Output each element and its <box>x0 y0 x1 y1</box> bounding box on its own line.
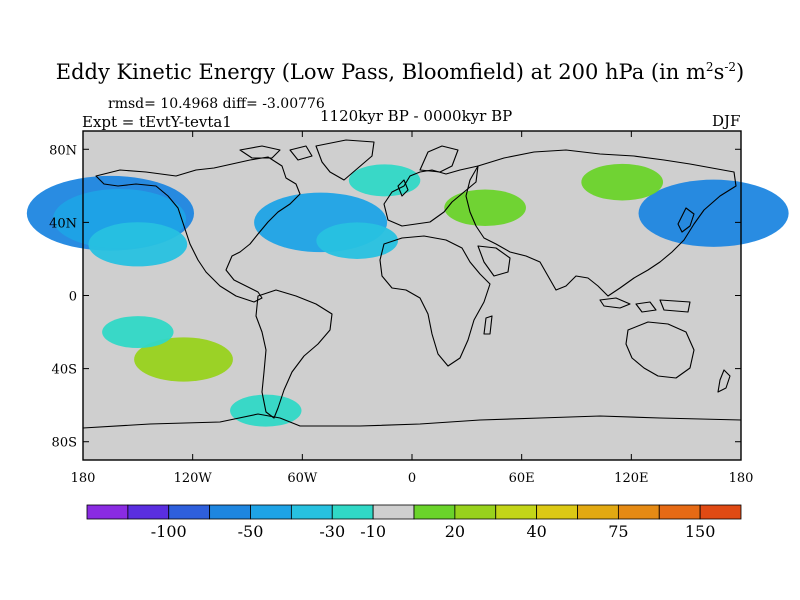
anomaly-blob <box>581 163 664 201</box>
coast-greenland <box>315 139 375 181</box>
colorbar-swatch <box>536 504 578 520</box>
x-tick-label: 0 <box>408 471 416 486</box>
colorbar-swatch <box>168 504 211 520</box>
colorbar-swatch <box>127 504 170 520</box>
coast-north-america <box>95 156 301 303</box>
colorbar-label: -10 <box>360 522 386 541</box>
colorbar-label: -100 <box>151 522 187 541</box>
coast-asia <box>465 149 737 297</box>
coast-australia <box>625 321 695 379</box>
period-label: 1120kyr BP - 0000kyr BP <box>320 107 513 125</box>
x-tick-label: 180 <box>729 471 754 486</box>
colorbar-swatch <box>617 504 660 520</box>
colorbar-swatch <box>250 504 292 520</box>
coast-british-isles <box>397 179 409 197</box>
x-tick-label: 120W <box>174 471 213 486</box>
coast-scandinavia <box>419 145 459 173</box>
y-tick-label: 40S <box>52 363 77 378</box>
colorbar-label: 150 <box>685 522 716 541</box>
coast-antarctica <box>82 413 742 429</box>
anomaly-blob <box>88 222 188 267</box>
coast-africa <box>379 235 491 367</box>
anomaly-blob <box>102 316 174 349</box>
coast-new-zealand <box>717 369 731 393</box>
coast-arabia <box>477 245 511 277</box>
colorbar-swatch <box>290 504 333 520</box>
y-axis: 80N 40N 0 40S 80S <box>49 143 741 451</box>
colorbar-swatch <box>495 504 538 520</box>
y-tick-label: 80S <box>52 436 77 451</box>
coastlines <box>82 139 742 429</box>
x-tick-label: 120E <box>614 471 648 486</box>
x-axis: 180 120W 60W 0 60E 120E 180 <box>71 131 754 486</box>
x-tick-label: 60E <box>509 471 535 486</box>
season-label: DJF <box>712 112 741 130</box>
colorbar-swatch <box>209 504 251 520</box>
experiment-label: Expt = tEvtY-tevta1 <box>82 113 232 131</box>
colorbar-label: 40 <box>526 522 546 541</box>
anomaly-blob <box>638 179 789 247</box>
colorbar-label: 20 <box>445 522 465 541</box>
coast-europe <box>383 165 479 227</box>
anomaly-blob <box>348 164 421 197</box>
colorbar-swatch <box>413 504 456 520</box>
colorbar-label: -30 <box>319 522 345 541</box>
colorbar-swatch <box>699 504 742 520</box>
map-panel: 180 120W 60W 0 60E 120E 180 80N 40N 0 40S 80S <box>26 130 789 486</box>
anomaly-blob <box>134 337 233 382</box>
y-tick-label: 80N <box>49 143 77 158</box>
anomaly-blob <box>316 222 399 259</box>
colorbar-swatch <box>454 504 497 520</box>
coast-south-america <box>255 289 333 419</box>
stats-label: rmsd= 10.4968 diff= -3.00776 <box>108 96 325 112</box>
coast-arctic-islands <box>239 145 313 161</box>
colorbar-swatch <box>331 504 374 520</box>
colorbar: -100 -50 -30 -10 20 40 75 150 <box>86 504 742 541</box>
anomaly-layer <box>26 163 789 427</box>
anomaly-blob <box>444 189 526 227</box>
coast-madagascar <box>483 315 493 335</box>
colorbar-label: -50 <box>238 522 264 541</box>
coast-indonesia <box>599 297 691 313</box>
x-tick-label: 180 <box>71 471 96 486</box>
colorbar-swatch <box>372 504 415 520</box>
colorbar-swatch <box>577 504 619 520</box>
chart-title: Eddy Kinetic Energy (Low Pass, Bloomfiel… <box>55 60 745 84</box>
colorbar-swatch <box>86 504 129 520</box>
colorbar-swatch <box>658 504 701 520</box>
colorbar-label: 75 <box>608 522 628 541</box>
y-tick-label: 0 <box>69 290 77 305</box>
x-tick-label: 60W <box>287 471 318 486</box>
coast-japan <box>677 207 695 233</box>
y-tick-label: 40N <box>49 216 77 231</box>
